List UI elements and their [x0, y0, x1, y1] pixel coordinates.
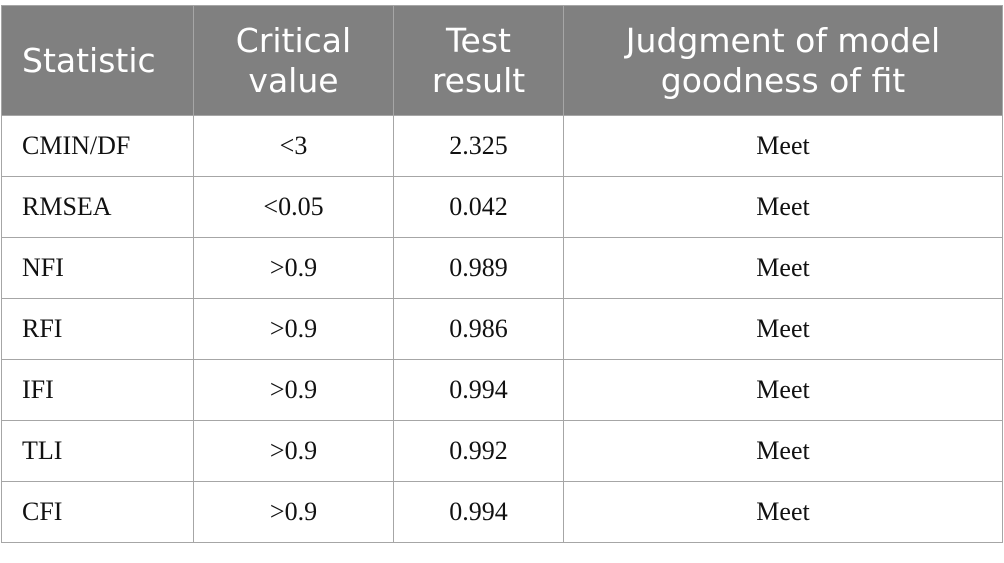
table-cell: 2.325	[393, 115, 564, 177]
table-cell: 0.994	[393, 481, 564, 543]
table-cell: 0.994	[393, 359, 564, 421]
table-cell: Meet	[563, 298, 1003, 360]
table-cell: RFI	[1, 298, 194, 360]
header-row: Statistic Critical value Test result Judgme…	[1, 5, 1003, 116]
table-cell: Meet	[563, 176, 1003, 238]
table-row: RMSEA <0.05 0.042 Meet	[1, 176, 1003, 238]
table-row: CFI >0.9 0.994 Meet	[1, 481, 1003, 543]
header-cell: Test result	[393, 5, 564, 116]
table-cell: Meet	[563, 115, 1003, 177]
table-cell: 0.989	[393, 237, 564, 299]
table-cell: >0.9	[193, 359, 394, 421]
table-row: CMIN/DF <3 2.325 Meet	[1, 115, 1003, 177]
table-cell: RMSEA	[1, 176, 194, 238]
table-cell: 0.992	[393, 420, 564, 482]
header-cell: Critical value	[193, 5, 394, 116]
table-cell: >0.9	[193, 237, 394, 299]
table-cell: 0.042	[393, 176, 564, 238]
table-cell: Meet	[563, 420, 1003, 482]
table-cell: <3	[193, 115, 394, 177]
table-cell: TLI	[1, 420, 194, 482]
table-cell: IFI	[1, 359, 194, 421]
table-container: Statistic Critical value Test result Judgme…	[1, 5, 1003, 543]
table-cell: Meet	[563, 481, 1003, 543]
table-cell: CMIN/DF	[1, 115, 194, 177]
table-row: NFI >0.9 0.989 Meet	[1, 237, 1003, 299]
table-row: TLI >0.9 0.992 Meet	[1, 420, 1003, 482]
table-cell: NFI	[1, 237, 194, 299]
table-row: IFI >0.9 0.994 Meet	[1, 359, 1003, 421]
header-cell: Statistic	[1, 5, 194, 116]
table-cell: <0.05	[193, 176, 394, 238]
table-cell: 0.986	[393, 298, 564, 360]
table-cell: >0.9	[193, 298, 394, 360]
table-cell: >0.9	[193, 420, 394, 482]
table-body: CMIN/DF <3 2.325 Meet RMSEA <0.05 0.042 Meet NFI…	[1, 115, 1003, 543]
table-cell: >0.9	[193, 481, 394, 543]
table-cell: CFI	[1, 481, 194, 543]
table-cell: Meet	[563, 359, 1003, 421]
table-cell: Meet	[563, 237, 1003, 299]
fit-table: Statistic Critical value Test result Judgme…	[1, 5, 1003, 543]
table-row: RFI >0.9 0.986 Meet	[1, 298, 1003, 360]
header-cell: Judgment of model goodness of fit	[563, 5, 1003, 116]
